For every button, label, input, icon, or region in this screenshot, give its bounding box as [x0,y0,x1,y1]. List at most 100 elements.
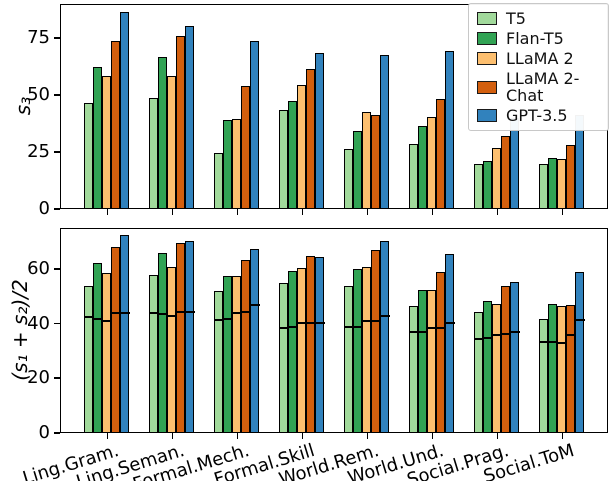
bar-t5 [84,103,94,208]
bar-t5 [84,286,94,432]
bar-llama-2-chat [241,86,251,208]
bar-gpt-3-5 [250,41,260,208]
bar-llama-2 [362,112,372,208]
bar-marker-line [231,312,242,314]
bar-marker-line [473,338,484,340]
legend-swatch-llama-2-chat [477,80,497,94]
bar-llama-2-chat [111,41,121,208]
bar-t5 [214,291,224,432]
bar-marker-line [278,327,289,329]
bar-marker-line [509,331,520,333]
bar-gpt-3-5 [185,26,195,208]
bar-llama-2-chat [566,145,576,208]
bar-marker-line [556,342,567,344]
legend-row: GPT-3.5 [477,107,600,124]
bar-gpt-3-5 [250,249,260,432]
x-tick-mark [561,433,564,439]
x-tick-mark [106,433,109,439]
bar-flan-t5 [548,158,558,208]
bar-marker-line [175,311,186,313]
bar-llama-2-chat [371,115,381,208]
bar-t5 [344,149,354,208]
bar-llama-2 [492,304,502,432]
y-tick-mark [54,268,60,270]
bar-marker-line [184,311,195,313]
bar-marker-line [500,333,511,335]
bar-flan-t5 [223,120,233,208]
bar-gpt-3-5 [510,118,520,208]
x-tick-mark [106,209,109,215]
y-tick-label: 20 [27,367,50,389]
x-tick-mark [301,209,304,215]
bar-gpt-3-5 [575,272,585,432]
bar-marker-line [361,320,372,322]
bar-gpt-3-5 [120,12,130,208]
y-tick-mark [54,37,60,39]
bar-llama-2 [297,268,307,432]
bar-marker-line [314,322,325,324]
bar-llama-2 [492,148,502,208]
bar-gpt-3-5 [445,254,455,432]
bar-marker-line [352,326,363,328]
bar-t5 [344,286,354,432]
bar-llama-2-chat [436,99,446,208]
bar-marker-line [547,341,558,343]
bar-flan-t5 [353,131,363,208]
x-tick-mark [496,209,499,215]
bar-flan-t5 [288,271,298,432]
x-tick-mark [236,209,239,215]
bar-gpt-3-5 [445,51,455,208]
bar-marker-line [482,337,493,339]
x-tick-mark [366,433,369,439]
x-tick-mark [171,209,174,215]
bar-llama-2 [557,159,567,208]
x-tick-mark [561,209,564,215]
bar-flan-t5 [288,101,298,208]
bar-llama-2-chat [306,69,316,208]
bar-t5 [214,153,224,208]
bar-marker-line [574,319,585,321]
bar-llama-2 [102,273,112,432]
bar-t5 [279,283,289,432]
bar-gpt-3-5 [380,55,390,208]
bar-marker-line [101,320,112,322]
legend-label: T5 [506,9,526,28]
bar-t5 [539,319,549,432]
bar-marker-line [296,322,307,324]
legend: T5 Flan-T5 LLaMA 2 LLaMA 2-Chat GPT-3.5 [468,3,609,131]
legend-label: Flan-T5 [506,29,564,48]
bar-flan-t5 [483,161,493,208]
y-tick-label: 50 [27,84,50,106]
bar-marker-line [110,312,121,314]
x-tick-mark [431,433,434,439]
legend-label: LLaMA 2-Chat [506,69,580,105]
bar-marker-line [222,318,233,320]
bar-marker-line [417,331,428,333]
x-tick-mark [236,433,239,439]
legend-row: LLaMA 2-Chat [477,70,600,104]
bar-gpt-3-5 [185,241,195,432]
bar-t5 [149,275,159,432]
bar-marker-line [435,327,446,329]
bar-t5 [279,110,289,208]
bar-llama-2 [232,119,242,208]
bar-llama-2 [167,76,177,208]
bar-t5 [539,164,549,208]
bar-marker-line [157,313,168,315]
bar-llama-2 [557,306,567,432]
x-tick-mark [301,433,304,439]
x-tick-mark [366,209,369,215]
bar-marker-line [213,319,224,321]
bar-llama-2-chat [436,272,446,432]
bar-gpt-3-5 [315,53,325,208]
y-tick-mark [54,377,60,379]
bar-t5 [149,98,159,208]
bar-marker-line [119,312,130,314]
bar-llama-2 [362,267,372,432]
bar-flan-t5 [483,301,493,432]
legend-swatch-t5 [477,12,497,25]
bar-marker-line [538,341,549,343]
bar-marker-line [148,312,159,314]
bar-marker-line [408,331,419,333]
bar-llama-2-chat [176,243,186,432]
